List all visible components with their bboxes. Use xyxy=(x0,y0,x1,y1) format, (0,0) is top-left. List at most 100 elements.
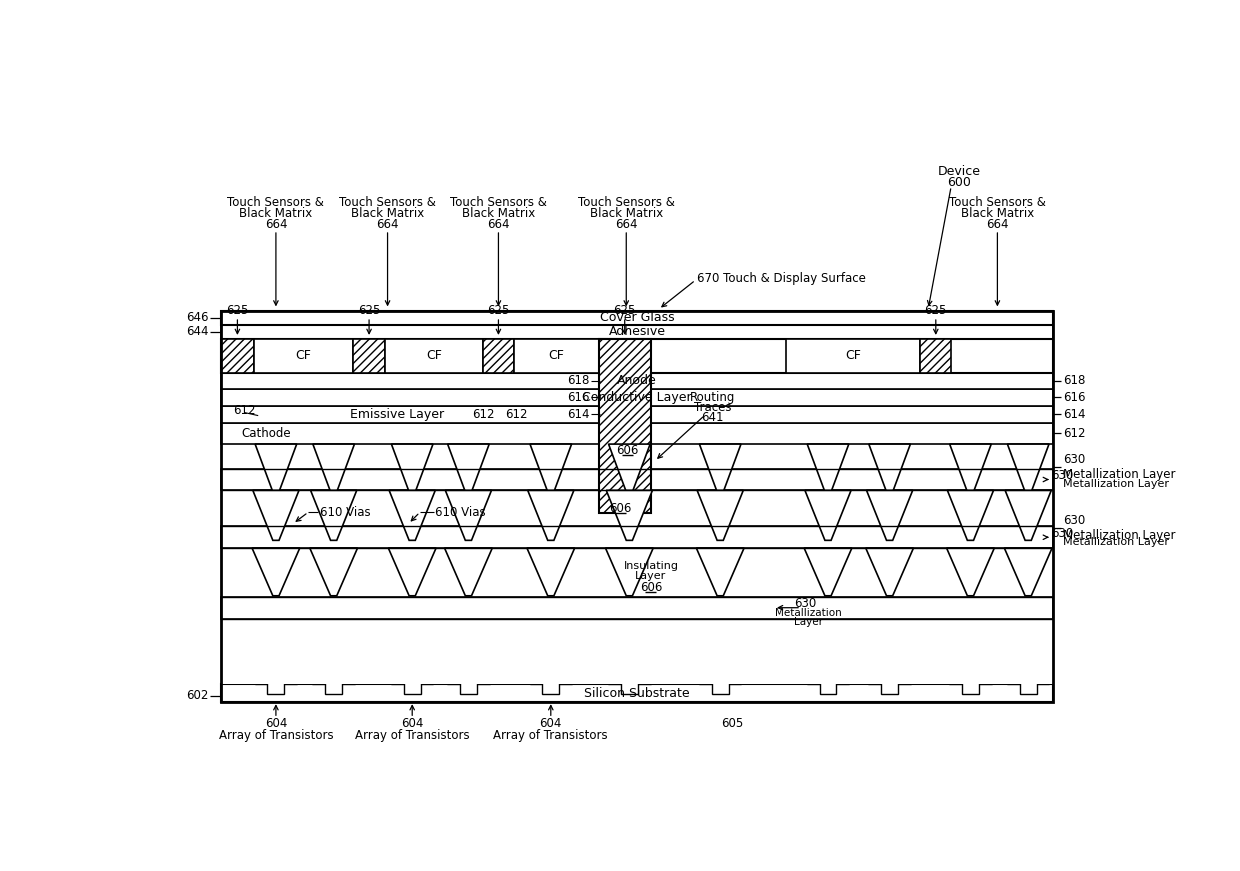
Text: 664: 664 xyxy=(487,218,510,231)
Bar xyxy=(950,675,992,685)
Polygon shape xyxy=(869,444,910,492)
Bar xyxy=(221,325,1053,339)
Text: 605: 605 xyxy=(720,717,743,730)
Text: 664: 664 xyxy=(376,218,399,231)
Text: Anode: Anode xyxy=(618,375,657,388)
Bar xyxy=(699,675,742,685)
Text: Black Matrix: Black Matrix xyxy=(961,206,1034,219)
Bar xyxy=(221,311,1053,702)
Text: Metallization Layer: Metallization Layer xyxy=(1063,537,1169,547)
Text: 616: 616 xyxy=(1063,390,1085,403)
Bar xyxy=(221,388,1053,406)
Polygon shape xyxy=(605,548,653,596)
Bar xyxy=(386,339,484,374)
Text: Insulating: Insulating xyxy=(624,561,678,571)
Polygon shape xyxy=(389,490,435,540)
Bar xyxy=(221,469,1053,490)
Bar xyxy=(608,675,651,685)
Text: Traces: Traces xyxy=(693,401,732,414)
Text: Touch Sensors &: Touch Sensors & xyxy=(949,196,1045,209)
Text: Device: Device xyxy=(937,165,981,178)
Text: Array of Transistors: Array of Transistors xyxy=(218,729,334,741)
Polygon shape xyxy=(255,444,296,492)
Text: Cathode: Cathode xyxy=(241,427,290,440)
Bar xyxy=(1007,675,1049,685)
Polygon shape xyxy=(388,548,436,596)
Text: 630
Metallization Layer: 630 Metallization Layer xyxy=(1063,453,1176,481)
Text: 612: 612 xyxy=(472,408,495,421)
Text: Touch Sensors &: Touch Sensors & xyxy=(450,196,547,209)
Text: Silicon Substrate: Silicon Substrate xyxy=(584,686,689,699)
Bar xyxy=(448,675,490,685)
Polygon shape xyxy=(445,490,491,540)
Bar xyxy=(807,675,849,685)
Text: 612: 612 xyxy=(505,408,527,421)
Text: 618: 618 xyxy=(1063,375,1085,388)
Bar xyxy=(1019,680,1037,694)
Bar xyxy=(404,680,420,694)
Polygon shape xyxy=(310,490,357,540)
Text: 630: 630 xyxy=(1052,527,1074,540)
Text: CF: CF xyxy=(846,349,861,362)
Text: Touch Sensors &: Touch Sensors & xyxy=(339,196,436,209)
Text: CF: CF xyxy=(295,349,311,362)
Text: Layer: Layer xyxy=(635,571,667,581)
Polygon shape xyxy=(950,444,991,492)
Polygon shape xyxy=(807,444,849,492)
Bar xyxy=(221,597,1053,619)
Bar xyxy=(391,675,433,685)
Bar xyxy=(221,339,1053,374)
Polygon shape xyxy=(1007,444,1049,492)
Polygon shape xyxy=(697,548,744,596)
Text: 630
Metallization Layer: 630 Metallization Layer xyxy=(1063,514,1176,542)
Text: 664: 664 xyxy=(264,218,288,231)
Text: 606: 606 xyxy=(640,581,662,594)
Polygon shape xyxy=(805,490,851,540)
Text: Metallization: Metallization xyxy=(775,608,842,618)
Bar xyxy=(962,680,978,694)
Bar xyxy=(712,680,729,694)
Bar xyxy=(920,339,951,374)
Text: 625: 625 xyxy=(487,304,510,317)
Text: 604: 604 xyxy=(539,717,562,730)
Text: Black Matrix: Black Matrix xyxy=(461,206,536,219)
Text: Metallization Layer: Metallization Layer xyxy=(1063,479,1169,490)
Text: 625: 625 xyxy=(226,304,248,317)
Text: 625: 625 xyxy=(925,304,947,317)
Polygon shape xyxy=(312,444,355,492)
Text: 641: 641 xyxy=(702,411,724,424)
Polygon shape xyxy=(253,490,299,540)
Polygon shape xyxy=(444,548,492,596)
Bar xyxy=(221,422,1053,444)
Polygon shape xyxy=(946,548,994,596)
Text: 630: 630 xyxy=(1052,469,1074,483)
Polygon shape xyxy=(392,444,433,492)
Bar xyxy=(599,339,651,513)
Text: Conductive Layer: Conductive Layer xyxy=(583,390,692,403)
Text: 604: 604 xyxy=(401,717,423,730)
Text: 664: 664 xyxy=(986,218,1008,231)
Bar xyxy=(312,675,355,685)
Polygon shape xyxy=(1006,490,1052,540)
Bar xyxy=(882,680,898,694)
Text: 625: 625 xyxy=(358,304,381,317)
Bar xyxy=(529,675,572,685)
Text: Cover Glass: Cover Glass xyxy=(600,311,675,324)
Text: 644: 644 xyxy=(186,325,208,338)
Polygon shape xyxy=(448,444,490,492)
Bar xyxy=(221,311,1053,325)
Polygon shape xyxy=(528,490,574,540)
Bar xyxy=(353,339,386,374)
Bar xyxy=(254,675,298,685)
Polygon shape xyxy=(609,444,650,492)
Bar xyxy=(460,680,477,694)
Text: Black Matrix: Black Matrix xyxy=(239,206,312,219)
Text: Black Matrix: Black Matrix xyxy=(351,206,424,219)
Text: Adhesive: Adhesive xyxy=(609,325,666,338)
Text: Touch Sensors &: Touch Sensors & xyxy=(578,196,675,209)
Text: 614: 614 xyxy=(567,408,589,421)
Text: 612: 612 xyxy=(233,404,255,416)
Text: Black Matrix: Black Matrix xyxy=(590,206,663,219)
Bar xyxy=(621,680,637,694)
Text: 614: 614 xyxy=(1063,408,1085,421)
